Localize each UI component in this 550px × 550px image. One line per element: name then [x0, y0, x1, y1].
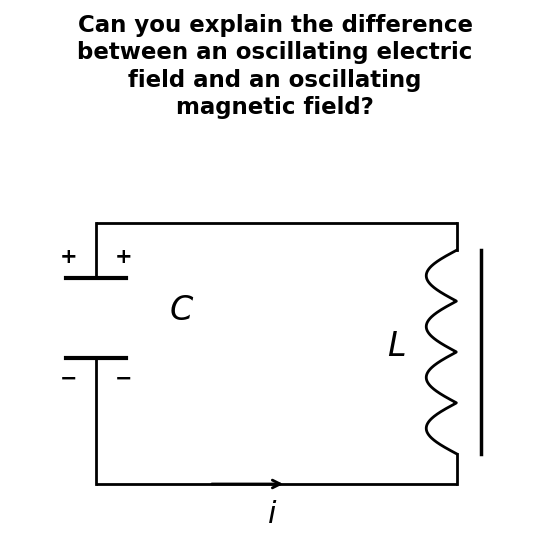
Text: Can you explain the difference
between an oscillating electric
field and an osci: Can you explain the difference between a… [78, 14, 472, 119]
Text: +: + [60, 247, 78, 267]
Text: −: − [60, 368, 78, 388]
Text: $\mathit{i}$: $\mathit{i}$ [267, 500, 277, 529]
Text: $\mathit{C}$: $\mathit{C}$ [169, 294, 194, 327]
Text: +: + [115, 247, 133, 267]
Text: −: − [115, 368, 133, 388]
Text: $\mathit{L}$: $\mathit{L}$ [387, 330, 405, 363]
